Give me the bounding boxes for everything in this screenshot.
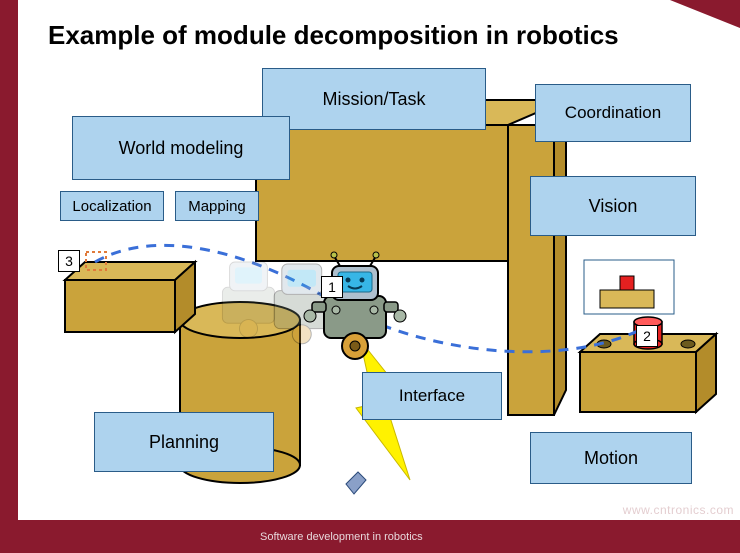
decor-top-corner: [670, 0, 740, 28]
right-block-side: [696, 334, 716, 412]
left-block-top: [65, 262, 195, 280]
waypoint-1: 1: [321, 276, 343, 298]
module-coordination: Coordination: [535, 84, 691, 142]
module-localization: Localization: [60, 191, 164, 221]
robot-icon: [304, 252, 406, 359]
decor-left-bar: [0, 0, 18, 520]
footer-text: Software development in robotics: [260, 531, 423, 543]
module-planning: Planning: [94, 412, 274, 472]
block-column-front: [508, 125, 554, 415]
module-worldmodel: World modeling: [72, 116, 290, 180]
hole-2-icon: [681, 340, 695, 348]
footer-bar: Software development in robotics: [0, 520, 740, 553]
hole-1-icon: [597, 340, 611, 348]
left-block-side: [175, 262, 195, 332]
trajectory-path: [95, 245, 640, 351]
block-column-side: [554, 100, 566, 415]
right-block-front: [580, 352, 696, 412]
watermark-text: www.cntronics.com: [623, 503, 734, 517]
module-motion: Motion: [530, 432, 692, 484]
dashed-cube-icon: [86, 252, 106, 270]
vision-thumb-block: [600, 290, 654, 308]
module-mapping: Mapping: [175, 191, 259, 221]
waypoint-3: 3: [58, 250, 80, 272]
robot-ghost-2: [222, 262, 274, 338]
page-title: Example of module decomposition in robot…: [48, 20, 619, 51]
cylinder-top: [180, 302, 300, 338]
block-front-face: [256, 125, 508, 261]
left-block-front: [65, 280, 175, 332]
module-vision: Vision: [530, 176, 696, 236]
small-object-icon: [346, 472, 366, 494]
waypoint-2: 2: [636, 325, 658, 347]
slide-root: Example of module decomposition in robot…: [0, 0, 740, 553]
module-mission: Mission/Task: [262, 68, 486, 130]
module-interface: Interface: [362, 372, 502, 420]
vision-thumb-red-icon: [620, 276, 634, 290]
vision-thumbnail-frame: [584, 260, 674, 314]
